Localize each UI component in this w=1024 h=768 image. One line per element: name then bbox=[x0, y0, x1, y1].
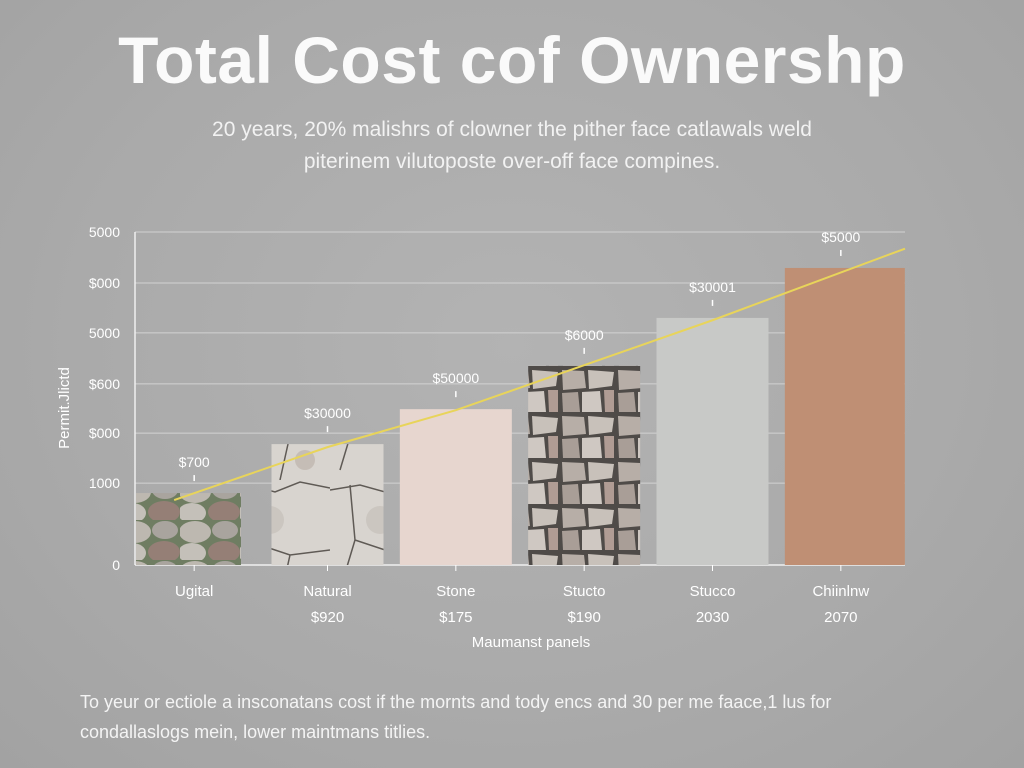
y-axis-label: Permit.Jlictd bbox=[56, 367, 73, 449]
x-tick-label: Natural bbox=[303, 583, 351, 600]
y-tick-label: $000 bbox=[89, 275, 120, 291]
y-tick-label: 0 bbox=[112, 557, 120, 573]
trend-line bbox=[173, 247, 906, 502]
data-label: $6000 bbox=[565, 327, 604, 343]
bar-natural bbox=[271, 444, 384, 565]
x-tick-sublabel: $920 bbox=[311, 609, 344, 626]
y-tick-label: $000 bbox=[89, 425, 120, 441]
bar-stucto bbox=[528, 365, 641, 565]
y-tick-label: 5000 bbox=[89, 325, 120, 341]
subtitle-line: 20 years, 20% malishrs of clowner the pi… bbox=[212, 118, 812, 141]
x-tick-label: Stucto bbox=[563, 583, 606, 600]
bar-stone bbox=[399, 409, 512, 565]
chart-footnote: To yeur or ectiole a insconatans cost if… bbox=[80, 687, 960, 747]
x-tick-sublabel: 2070 bbox=[824, 609, 857, 626]
x-tick-sublabel: $190 bbox=[567, 609, 600, 626]
x-tick-sublabel: $175 bbox=[439, 609, 472, 626]
bar-stucco bbox=[656, 317, 769, 565]
footnote-line: condallaslogs mein, lower maintmans titl… bbox=[80, 722, 431, 742]
chart-subtitle: 20 years, 20% malishrs of clowner the pi… bbox=[100, 114, 924, 178]
x-tick-label: Ugital bbox=[175, 583, 213, 600]
y-tick-label: 1000 bbox=[89, 475, 120, 491]
footnote-line: To yeur or ectiole a insconatans cost if… bbox=[80, 692, 832, 712]
y-tick-label: $600 bbox=[89, 376, 120, 392]
data-label: $5000 bbox=[821, 229, 860, 245]
x-tick-label: Stucco bbox=[690, 583, 736, 600]
x-tick-sublabel: 2030 bbox=[696, 609, 729, 626]
data-label: $30001 bbox=[689, 279, 736, 295]
chart-title: Total Cost cof Ownershp bbox=[118, 23, 906, 97]
bar-ugital bbox=[136, 493, 241, 565]
x-axis-label: Maumanst panels bbox=[472, 634, 590, 651]
x-tick-label: Chiinlnw bbox=[812, 583, 869, 600]
data-label: $30000 bbox=[304, 405, 351, 421]
bar-chiinlnw bbox=[784, 267, 905, 565]
data-label: $50000 bbox=[432, 370, 479, 386]
y-tick-label: 5000 bbox=[89, 224, 120, 240]
subtitle-line: piterinem vilutoposte over-off face comp… bbox=[303, 150, 721, 173]
data-label: $700 bbox=[179, 454, 210, 470]
x-tick-label: Stone bbox=[436, 583, 475, 600]
